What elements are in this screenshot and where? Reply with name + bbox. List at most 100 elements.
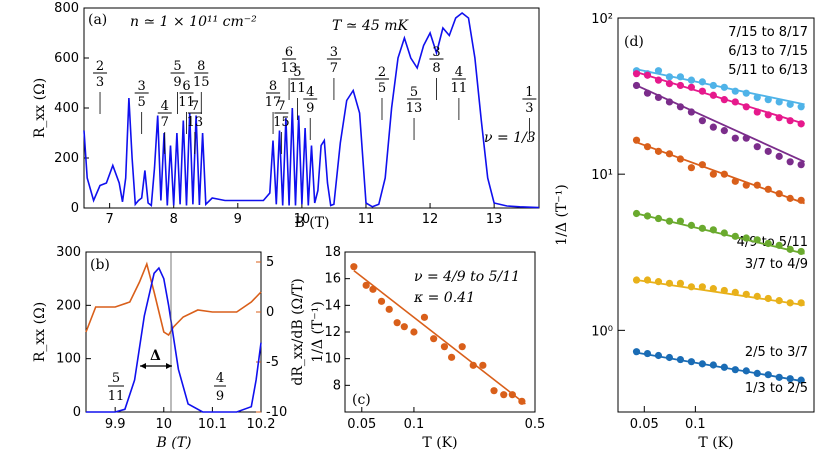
panel-a-xtick-label: 7 <box>105 212 113 227</box>
fraction-numerator: 3 <box>138 79 146 94</box>
panel-b-ytick-right-label: 5 <box>266 255 274 270</box>
panel-d-point <box>632 276 641 284</box>
panel-d-point <box>687 358 695 366</box>
panel-d-legend-label: 6/13 to 7/15 <box>728 44 808 59</box>
panel-d-point <box>698 283 706 291</box>
panel-d-point <box>698 87 706 95</box>
panel-d-ytick-label: 10¹ <box>591 168 613 183</box>
fraction-denominator: 11 <box>451 81 468 96</box>
panel-d-point <box>698 360 706 368</box>
panel-d-point <box>764 185 772 193</box>
panel-d-point <box>742 134 750 142</box>
panel-c-point <box>469 361 477 369</box>
panel-d-point <box>698 117 706 125</box>
panel-d-point <box>698 224 706 232</box>
panel-c-point <box>490 387 498 395</box>
fraction-denominator: 15 <box>273 115 290 130</box>
panel-d-legend-label: 1/3 to 2/5 <box>745 381 808 396</box>
fraction-numerator: 4 <box>161 99 169 114</box>
panel-d-xlabel: T (K) <box>698 435 733 451</box>
panel-d-point <box>775 297 783 305</box>
panel-c-ylabel: 1/Δ (T⁻¹) <box>310 301 326 362</box>
panel-d-point <box>676 217 685 225</box>
panel-d-point <box>797 120 805 128</box>
panel-d-point <box>676 81 685 90</box>
panel-c-point <box>410 328 418 336</box>
fraction-denominator: 11 <box>289 81 306 96</box>
panel-d-point <box>797 247 805 256</box>
panel-d-point <box>742 103 750 111</box>
panel-d-point <box>786 299 794 307</box>
gap-label: Δ <box>150 348 161 364</box>
panel-d-point <box>676 279 685 287</box>
fraction-denominator: 8 <box>432 61 440 76</box>
panel-d-ytick-label: 10⁰ <box>591 324 613 339</box>
panel-d-point <box>676 155 685 163</box>
fraction-numerator: 8 <box>197 59 205 74</box>
panel-d-point <box>665 73 674 81</box>
panel-b-ylabel: R_xx (Ω) <box>32 302 48 362</box>
panel-c-point <box>400 323 408 331</box>
panel-d-point <box>709 285 717 293</box>
panel-d-point <box>775 241 783 249</box>
panel-d-point <box>643 89 652 97</box>
panel-c-xtick-label: 0.1 <box>404 417 425 432</box>
fraction-numerator: 2 <box>378 65 386 80</box>
fraction-numerator: 8 <box>269 79 277 94</box>
panel-d-point <box>731 87 739 95</box>
fraction-denominator: 13 <box>187 115 204 130</box>
panel-d-point <box>753 143 761 151</box>
panel-b-ytick-label: 300 <box>56 245 81 260</box>
fraction-numerator: 7 <box>191 99 199 114</box>
fraction-denominator: 7 <box>330 61 338 76</box>
panel-d-point <box>654 67 663 75</box>
panel-c-nu-annotation: ν = 4/9 to 5/11 <box>414 269 520 285</box>
panel-d-point <box>764 147 772 155</box>
panel-d-point <box>775 152 783 160</box>
panel-d-point <box>775 114 783 122</box>
panel-a-xtick-label: 11 <box>358 212 375 227</box>
panel-d-point <box>797 161 805 169</box>
panel-d-point <box>786 375 794 383</box>
panel-a-ytick-label: 200 <box>54 151 79 166</box>
panel-c-point <box>440 343 449 351</box>
panel-b-xtick-label: 10.1 <box>198 417 227 432</box>
panel-d-point <box>753 108 761 116</box>
panel-c-xlabel: T (K) <box>422 435 457 451</box>
panel-d-point <box>775 373 783 381</box>
panel-b-ytick-right-label: -5 <box>266 355 279 370</box>
panel-a-xlabel: B (T) <box>295 215 330 231</box>
panel-b-xtick-label: 9.9 <box>105 417 126 432</box>
panel-d-point <box>786 117 794 125</box>
panel-c-ytick-label: 12 <box>324 325 341 340</box>
panel-d-point <box>731 177 739 185</box>
panel-d-fit-line <box>636 68 805 106</box>
panel-c-point <box>447 353 456 361</box>
frac-left-num: 5 <box>112 371 120 386</box>
panel-d-point <box>786 194 794 202</box>
panel-d-point <box>665 150 674 158</box>
panel-d-point <box>632 136 641 144</box>
panel-d-point <box>676 103 685 111</box>
panel-d-point <box>643 349 652 358</box>
fraction-denominator: 9 <box>173 75 181 90</box>
panel-d-point <box>643 212 652 220</box>
panel-a-rxx-curve <box>83 11 540 209</box>
panel-d-point <box>632 209 641 218</box>
panel-d-point <box>720 229 728 237</box>
fraction-denominator: 17 <box>265 95 282 110</box>
panel-c-point <box>479 361 487 369</box>
panel-d-point <box>731 98 739 106</box>
fraction-denominator: 5 <box>138 95 146 110</box>
panel-c: 0.05 0.1 0.5 8 10 12 14 16 18 ν = 4/9 to 5/11 κ … <box>310 245 545 451</box>
fraction-denominator: 13 <box>406 101 423 116</box>
panel-a-ytick-label: 800 <box>54 1 79 16</box>
panel-c-point <box>500 391 508 399</box>
panel-b-ytick-label: 200 <box>56 298 81 313</box>
panel-d-point <box>632 348 641 356</box>
fraction-numerator: 1 <box>525 85 533 100</box>
panel-d-point <box>742 367 750 375</box>
fraction-denominator: 9 <box>306 101 314 116</box>
